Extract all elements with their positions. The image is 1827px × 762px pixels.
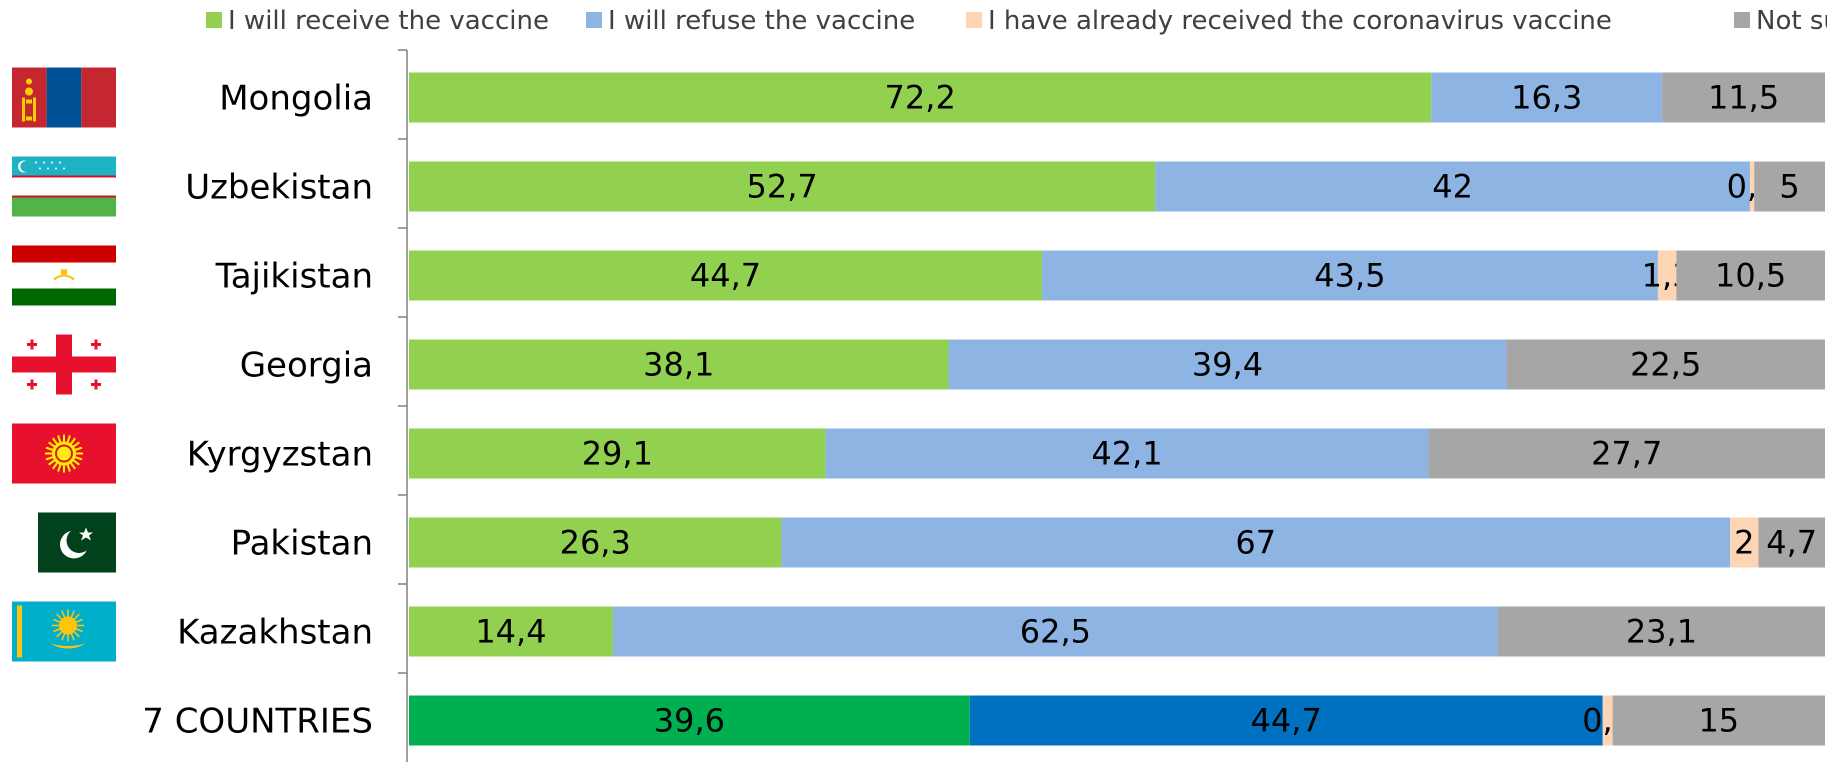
kazakhstan-flag bbox=[12, 601, 116, 662]
data-label: 22,5 bbox=[1630, 346, 1701, 384]
data-label: 29,1 bbox=[582, 435, 653, 473]
data-label: 26,3 bbox=[560, 524, 631, 562]
data-label: 27,7 bbox=[1591, 435, 1662, 473]
legend: I will receive the vaccine I will refuse … bbox=[206, 6, 1827, 36]
data-label: 44,7 bbox=[690, 257, 761, 295]
data-label: 72,2 bbox=[885, 79, 956, 117]
data-label: 10,5 bbox=[1715, 257, 1786, 295]
bars: 72,2 16,3 11,552,7 42 0,3 544,7 43,5 1,3 10,538,… bbox=[409, 72, 1825, 746]
bar-segment bbox=[969, 695, 1603, 746]
data-label: 42,1 bbox=[1091, 435, 1162, 473]
legend-entry: I will receive the vaccine bbox=[228, 6, 549, 36]
data-label: 4,7 bbox=[1766, 524, 1817, 562]
data-label: 14,4 bbox=[475, 613, 546, 651]
category-label: Georgia bbox=[240, 346, 373, 386]
data-label: 44,7 bbox=[1251, 702, 1322, 740]
bar-segment bbox=[1428, 428, 1825, 479]
y-axis bbox=[398, 49, 408, 762]
category-labels: Mongolia Uzbekistan Tajikistan Georgia Kyrgy… bbox=[142, 79, 373, 742]
category-label: Tajikistan bbox=[215, 257, 373, 297]
bar-segment bbox=[1657, 250, 1677, 301]
category-label: 7 COUNTRIES bbox=[142, 702, 373, 742]
category-label: Kazakhstan bbox=[177, 613, 373, 653]
bar-segment bbox=[1431, 72, 1663, 123]
bar-segment bbox=[1612, 695, 1825, 746]
flags bbox=[12, 67, 116, 662]
bar-segment bbox=[1676, 250, 1825, 301]
legend-entry: I have already received the coronavirus … bbox=[988, 6, 1612, 36]
bar-segment bbox=[409, 72, 1432, 123]
data-label: 5 bbox=[1779, 168, 1799, 206]
bar-segment bbox=[612, 606, 1498, 657]
bar-segment bbox=[1506, 339, 1825, 390]
bar-segment bbox=[409, 606, 613, 657]
data-label: 39,6 bbox=[654, 702, 725, 740]
bar-segment bbox=[409, 161, 1156, 212]
category-label: Pakistan bbox=[231, 524, 373, 564]
category-label: Kyrgyzstan bbox=[187, 435, 373, 475]
legend-swatch bbox=[586, 12, 602, 28]
legend-entry: Not sure bbox=[1756, 6, 1827, 36]
data-label: 52,7 bbox=[746, 168, 817, 206]
data-label: 16,3 bbox=[1511, 79, 1582, 117]
bar-segment bbox=[409, 517, 782, 568]
data-label: 39,4 bbox=[1192, 346, 1263, 384]
tajikistan-flag bbox=[12, 245, 116, 306]
bar-segment bbox=[1749, 161, 1755, 212]
bar-segment bbox=[948, 339, 1507, 390]
data-label: 38,1 bbox=[643, 346, 714, 384]
pakistan-flag bbox=[12, 512, 116, 573]
bar-segment bbox=[409, 695, 970, 746]
bar-segment bbox=[1754, 161, 1825, 212]
data-label: 2 bbox=[1734, 524, 1754, 562]
data-label: 43,5 bbox=[1314, 257, 1385, 295]
data-label: 15 bbox=[1698, 702, 1739, 740]
bar-segment bbox=[1155, 161, 1750, 212]
data-label: 62,5 bbox=[1020, 613, 1091, 651]
bar-segment bbox=[1497, 606, 1825, 657]
legend-entry: I will refuse the vaccine bbox=[608, 6, 915, 36]
bar-segment bbox=[1041, 250, 1658, 301]
mongolia-flag bbox=[12, 67, 116, 128]
legend-swatch bbox=[966, 12, 982, 28]
georgia-flag bbox=[12, 334, 116, 395]
category-label: Uzbekistan bbox=[185, 168, 373, 208]
uzbekistan-flag bbox=[12, 156, 116, 217]
legend-swatch bbox=[1734, 12, 1750, 28]
data-label: 67 bbox=[1235, 524, 1276, 562]
legend-swatch bbox=[206, 12, 222, 28]
bar-segment bbox=[825, 428, 1429, 479]
bar-segment bbox=[409, 250, 1042, 301]
bar-segment bbox=[1662, 72, 1825, 123]
data-label: 11,5 bbox=[1708, 79, 1779, 117]
bar-segment bbox=[781, 517, 1731, 568]
bar-segment bbox=[409, 428, 826, 479]
data-label: 42 bbox=[1432, 168, 1473, 206]
bar-segment bbox=[1758, 517, 1825, 568]
bar-segment bbox=[1730, 517, 1759, 568]
category-label: Mongolia bbox=[219, 79, 373, 119]
bar-segment bbox=[409, 339, 949, 390]
data-label: 23,1 bbox=[1626, 613, 1697, 651]
kyrgyzstan-flag bbox=[12, 423, 116, 484]
bar-segment bbox=[1602, 695, 1613, 746]
